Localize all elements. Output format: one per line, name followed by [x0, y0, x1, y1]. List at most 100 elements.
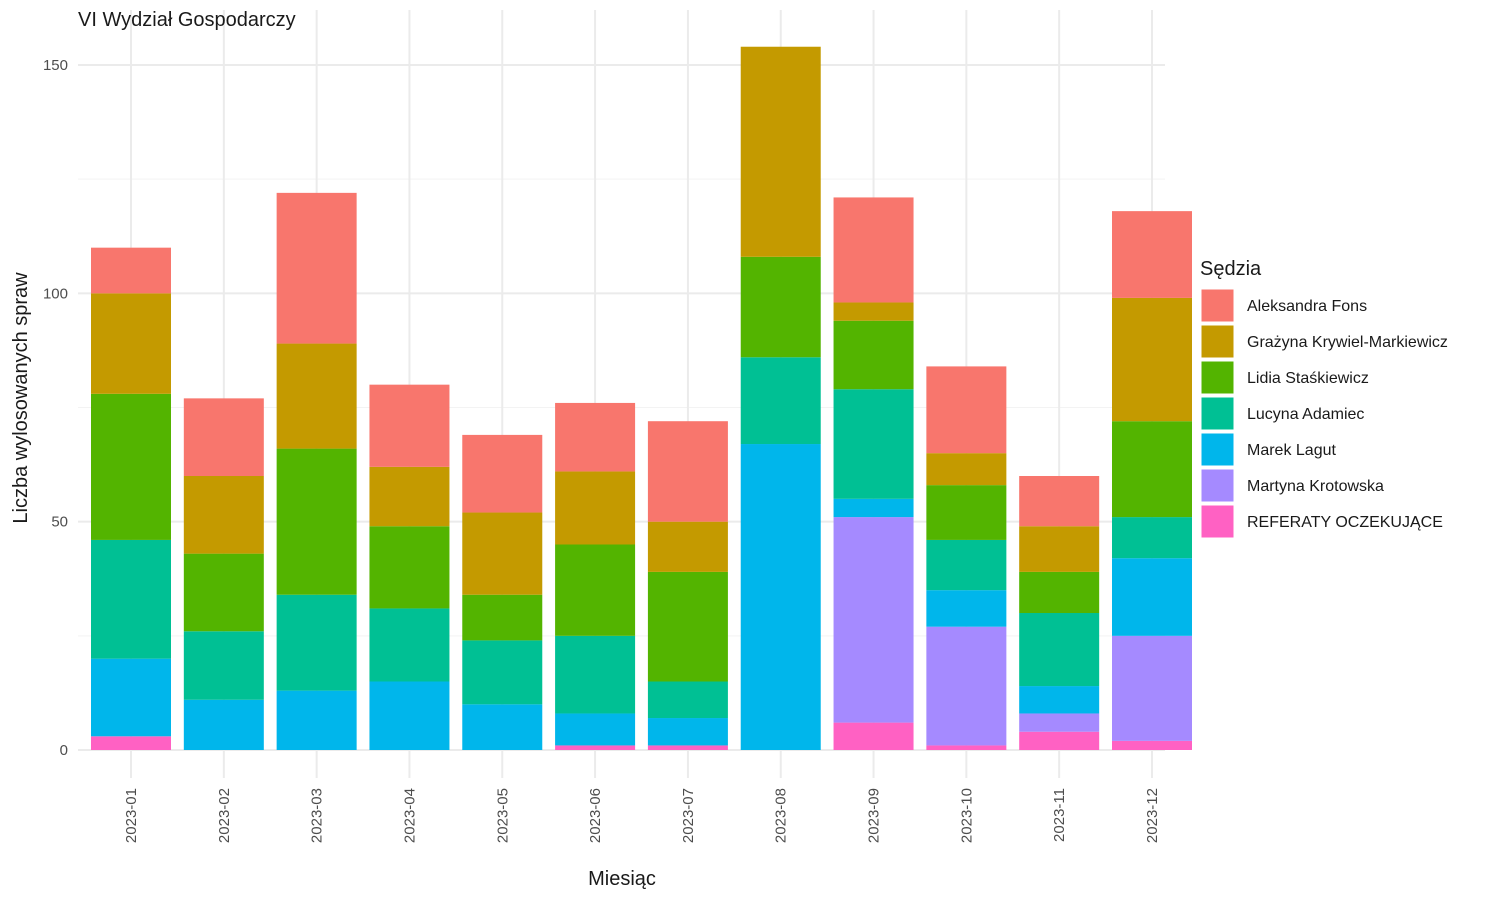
x-tick-label: 2023-02: [216, 788, 233, 843]
bar-segment: [1112, 635, 1192, 741]
bar-segment: [462, 434, 543, 513]
bar-segment: [462, 594, 543, 641]
y-axis-title: Liczba wylosowanych spraw: [10, 272, 32, 524]
bar-segment: [369, 526, 450, 609]
bar-segment: [183, 398, 264, 476]
y-tick-label: 100: [43, 285, 68, 302]
bar-segment: [926, 366, 1007, 454]
x-tick-label: 2023-06: [587, 788, 604, 843]
bar-segment: [1112, 297, 1192, 422]
bar-segment: [647, 521, 728, 572]
bar-segment: [183, 699, 264, 750]
legend-label: Grażyna Krywiel-Markiewicz: [1247, 334, 1448, 351]
bar-segment: [926, 453, 1007, 486]
legend-swatch: [1200, 432, 1235, 467]
bar-segment: [740, 444, 821, 750]
legend-swatch: [1200, 288, 1235, 323]
bar-segment: [1019, 526, 1100, 572]
bar-segment: [555, 635, 636, 714]
chart-title: VI Wydział Gospodarczy: [78, 9, 296, 31]
bar-segment: [1112, 558, 1192, 636]
legend-swatch: [1200, 468, 1235, 503]
bar-segment: [647, 745, 728, 750]
bar-segment: [833, 302, 914, 321]
bar-segment: [740, 357, 821, 445]
bar-segment: [91, 393, 171, 540]
bar-segment: [369, 384, 450, 467]
bar-segment: [1019, 613, 1100, 687]
legend-title: Sędzia: [1200, 258, 1262, 280]
bar-segment: [276, 448, 357, 595]
legend-items: Aleksandra Fons Grażyna Krywiel-Markiewic…: [1200, 288, 1448, 539]
bar-segment: [462, 512, 543, 595]
x-tick-label: 2023-12: [1144, 788, 1161, 843]
x-tick-label: 2023-07: [680, 788, 697, 843]
bar-segment: [183, 476, 264, 554]
legend-label: Lucyna Adamiec: [1247, 406, 1364, 423]
bar-segment: [833, 517, 914, 723]
legend-label: Lidia Staśkiewicz: [1247, 370, 1369, 387]
legend-swatch: [1200, 504, 1235, 539]
legend-label: REFERATY OCZEKUJĄCE: [1247, 514, 1443, 531]
bar-segment: [276, 594, 357, 691]
x-tick-label: 2023-10: [958, 788, 975, 843]
bar-segment: [647, 681, 728, 719]
bar-segment: [926, 745, 1007, 750]
bar-segment: [555, 544, 636, 636]
legend-swatch: [1200, 396, 1235, 431]
bar-segment: [1019, 571, 1100, 613]
legend-swatch: [1200, 324, 1235, 359]
bar-segment: [91, 247, 171, 294]
bar-segment: [647, 421, 728, 522]
x-tick-label: 2023-01: [123, 788, 140, 843]
bar-segment: [369, 608, 450, 682]
bar-segment: [833, 320, 914, 390]
bar-segment: [647, 718, 728, 746]
bar-segment: [555, 471, 636, 545]
x-tick-label: 2023-03: [309, 788, 326, 843]
bar-segment: [462, 704, 543, 750]
legend-label: Martyna Krotowska: [1247, 478, 1384, 495]
bar-segment: [926, 539, 1007, 591]
y-tick-label: 0: [60, 742, 68, 759]
x-axis-title: Miesiąc: [588, 868, 656, 890]
bar-segment: [926, 485, 1007, 540]
bar-segment: [276, 192, 357, 344]
y-tick-label: 50: [51, 514, 68, 531]
bar-segment: [555, 745, 636, 750]
x-tick-label: 2023-09: [866, 788, 883, 843]
bar-segment: [91, 539, 171, 659]
x-tick-label: 2023-08: [773, 788, 790, 843]
bar-segment: [183, 631, 264, 700]
bar-segment: [833, 389, 914, 499]
bar-segment: [1112, 517, 1192, 559]
bar-segment: [369, 681, 450, 750]
y-axis-ticks: 0 50 100 150: [43, 57, 68, 759]
bar-segment: [91, 658, 171, 737]
bar-segment: [91, 293, 171, 394]
x-tick-label: 2023-11: [1051, 788, 1068, 842]
bar-segment: [1112, 421, 1192, 518]
bar-segment: [833, 722, 914, 750]
y-tick-label: 150: [43, 57, 68, 74]
bar-segment: [1112, 740, 1192, 750]
bar-segment: [740, 46, 821, 257]
x-axis-ticks: 2023-01 2023-02 2023-03 2023-04 2023-05 2023-…: [123, 788, 1161, 843]
bar-segment: [1019, 713, 1100, 732]
bar-segment: [276, 690, 357, 750]
bar-segment: [1019, 731, 1100, 750]
legend: Sędzia Aleksandra Fons Grażyna Krywiel-Ma…: [1200, 258, 1448, 539]
bar-segment: [369, 466, 450, 527]
bar-segment: [647, 571, 728, 682]
bar-segment: [926, 590, 1007, 627]
legend-label: Aleksandra Fons: [1247, 298, 1367, 315]
bar-segment: [926, 626, 1007, 746]
legend-swatch: [1200, 360, 1235, 395]
bar-segment: [833, 498, 914, 518]
bar-segment: [555, 713, 636, 746]
legend-label: Marek Lagut: [1247, 442, 1336, 459]
bar-segment: [1019, 476, 1100, 527]
bars: [91, 46, 1192, 750]
bar-segment: [1019, 686, 1100, 714]
